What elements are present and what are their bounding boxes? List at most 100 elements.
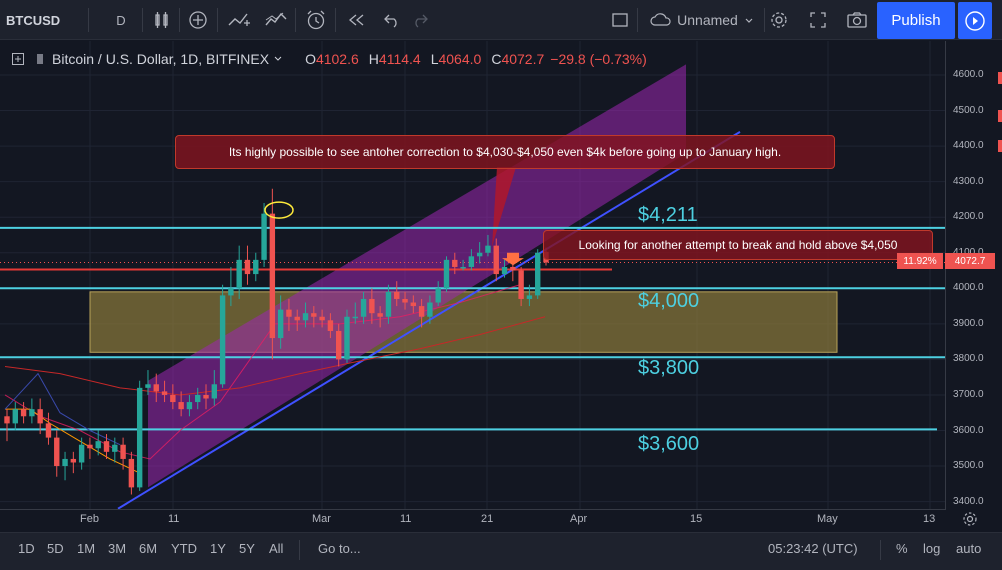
range-button-5d[interactable]: 5D — [47, 541, 64, 556]
time-tick-label: Feb — [80, 513, 99, 525]
high-value: 4114.4 — [378, 51, 421, 67]
price-tick-label: 4400.0 — [953, 140, 984, 152]
time-tick-label: 11 — [168, 513, 180, 525]
financials-icon[interactable] — [262, 5, 290, 35]
symbol-search-button[interactable]: BTCUSD — [6, 12, 61, 28]
candle-body — [360, 298, 367, 317]
bottom-toolbar — [0, 532, 1002, 570]
candle-body — [344, 316, 350, 360]
price-tick-label: 3500.0 — [953, 460, 984, 472]
candle-body — [493, 245, 499, 275]
candle-body — [78, 444, 85, 463]
candle-body — [302, 313, 309, 321]
toolbar-divider — [217, 8, 218, 32]
compare-add-icon[interactable] — [186, 5, 210, 35]
range-button-5y[interactable]: 5Y — [239, 541, 255, 556]
candle-body — [452, 259, 458, 267]
toolbar-divider — [880, 540, 881, 560]
auto-scale-toggle[interactable]: auto — [956, 541, 982, 556]
undo-icon[interactable] — [381, 5, 403, 35]
axis-marker — [998, 110, 1002, 122]
expand-plus-icon[interactable] — [12, 53, 24, 65]
level-label-3600: $3,600 — [638, 433, 700, 455]
time-tick-label: 11 — [400, 513, 412, 525]
price-tick-label: 4200.0 — [953, 211, 984, 223]
candle-body — [95, 441, 101, 449]
ohlc-values: O4102.6 H4114.4 L4064.0 C4072.7 — [305, 51, 544, 67]
candle-body — [219, 295, 226, 385]
toolbar-divider — [88, 8, 89, 32]
candle-body — [261, 213, 267, 260]
candle-body — [120, 444, 126, 459]
fullscreen-icon[interactable] — [806, 5, 830, 35]
open-label: O — [305, 51, 316, 67]
candle-body — [526, 295, 533, 299]
level-label-4000: $4,000 — [638, 290, 700, 312]
axis-marker — [998, 140, 1002, 152]
price-tick-label: 4100.0 — [953, 247, 984, 258]
redo-icon[interactable] — [409, 5, 431, 35]
price-axis[interactable] — [945, 41, 1002, 510]
indicators-icon[interactable] — [150, 5, 174, 35]
candle-body — [286, 309, 292, 317]
price-chart[interactable] — [0, 41, 945, 509]
time-tick-label: 13 — [923, 513, 936, 525]
layout-name-button[interactable]: Unnamed — [644, 5, 760, 35]
candle-body — [203, 394, 209, 399]
price-tick-label: 3800.0 — [953, 353, 984, 365]
log-scale-toggle[interactable]: log — [923, 541, 941, 556]
candle-body — [518, 270, 524, 299]
range-button-1d[interactable]: 1D — [18, 541, 35, 556]
open-value: 4102.6 — [315, 51, 359, 67]
range-button-all[interactable]: All — [269, 541, 284, 556]
candle-body — [410, 302, 417, 307]
support-zone — [89, 291, 838, 353]
range-button-3m[interactable]: 3M — [108, 541, 127, 556]
level-label-3800: $3,800 — [638, 357, 700, 379]
candle-body — [112, 444, 118, 452]
candle-body — [178, 402, 184, 410]
play-icon[interactable] — [958, 2, 992, 39]
moving-average-short — [4, 284, 521, 460]
utc-clock[interactable]: 05:23:42 (UTC) — [768, 541, 858, 556]
range-button-1m[interactable]: 1M — [77, 541, 96, 556]
publish-button[interactable]: Publish — [877, 2, 955, 39]
fullscreen-layout-icon[interactable] — [608, 5, 632, 35]
moving-average-blue — [4, 372, 121, 446]
price-tick-label: 3400.0 — [953, 495, 984, 507]
layout-name-label: Unnamed — [677, 12, 738, 28]
range-button-1y[interactable]: 1Y — [210, 541, 226, 556]
settings-gear-icon[interactable] — [767, 5, 791, 35]
candle-body — [103, 441, 110, 452]
candle-body — [402, 298, 408, 303]
candle-body — [277, 309, 284, 339]
percent-scale-toggle[interactable]: % — [896, 541, 908, 556]
down-arrow-marker — [502, 252, 524, 266]
candle-body — [510, 266, 516, 271]
range-button-ytd[interactable]: YTD — [171, 541, 197, 556]
high-label: H — [368, 51, 379, 67]
candle-body — [311, 313, 317, 317]
range-button-6m[interactable]: 6M — [139, 541, 158, 556]
candle-body — [195, 394, 201, 403]
series-title: Bitcoin / U.S. Dollar, 1D, BITFINEX — [52, 51, 270, 67]
candle-body — [186, 402, 193, 410]
candle-body — [385, 291, 392, 317]
time-axis[interactable] — [0, 509, 945, 531]
annotation-callout-correction[interactable]: Its highly possible to see antoher corre… — [175, 135, 835, 169]
replay-icon[interactable] — [344, 5, 368, 35]
candle-body — [145, 384, 151, 388]
camera-icon[interactable] — [845, 5, 869, 35]
candle-body — [228, 288, 234, 296]
axis-settings-gear-icon[interactable] — [958, 508, 982, 530]
indicator-fx-icon[interactable] — [226, 5, 252, 35]
candle-body — [335, 330, 342, 360]
interval-button[interactable]: D — [116, 12, 126, 28]
chevron-down-icon[interactable] — [273, 54, 283, 64]
low-value: 4064.0 — [438, 51, 482, 67]
alert-clock-icon[interactable] — [303, 5, 329, 35]
annotation-callout-breakout[interactable]: Looking for another attempt to break and… — [543, 230, 933, 260]
price-tick-label: 4500.0 — [953, 104, 984, 116]
goto-date-button[interactable]: Go to... — [318, 541, 361, 556]
